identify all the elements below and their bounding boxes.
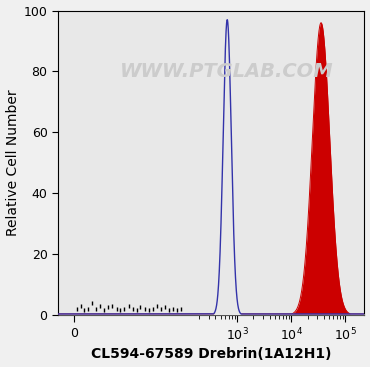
X-axis label: CL594-67589 Drebrin(1A12H1): CL594-67589 Drebrin(1A12H1) <box>91 348 332 361</box>
Y-axis label: Relative Cell Number: Relative Cell Number <box>6 90 20 236</box>
Text: WWW.PTGLAB.COM: WWW.PTGLAB.COM <box>120 62 333 81</box>
